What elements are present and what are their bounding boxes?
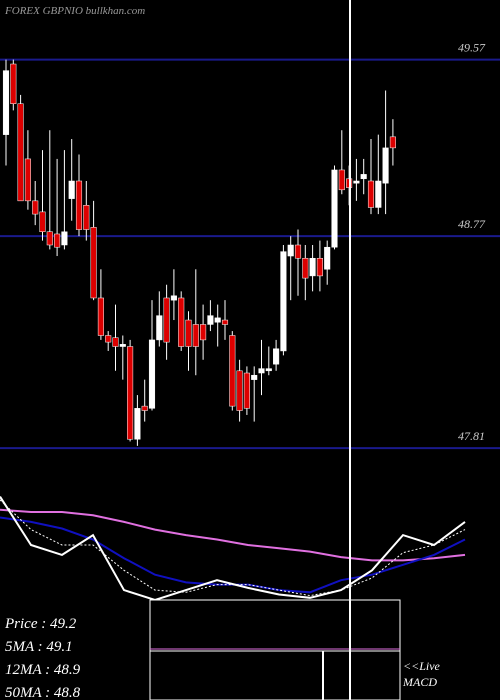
candle-body bbox=[17, 103, 24, 202]
candle-body bbox=[331, 169, 338, 248]
candle-body bbox=[214, 317, 221, 323]
candle-body bbox=[10, 63, 17, 104]
indicator-lines bbox=[0, 496, 466, 602]
candle-body bbox=[119, 344, 126, 347]
candle-body bbox=[243, 372, 250, 409]
y-tick-label: 49.57 bbox=[458, 41, 486, 55]
candle-body bbox=[338, 169, 345, 191]
candle-body bbox=[46, 231, 53, 246]
candle-body bbox=[360, 174, 367, 180]
candle-body bbox=[83, 205, 90, 230]
candle-body bbox=[39, 211, 46, 233]
candle-body bbox=[251, 374, 258, 380]
candles bbox=[2, 59, 396, 446]
candle-body bbox=[112, 337, 119, 347]
candle-body bbox=[178, 297, 185, 347]
macd-label: MACD bbox=[402, 675, 437, 689]
candle-body bbox=[389, 136, 396, 149]
candle-body bbox=[265, 368, 272, 372]
candle-body bbox=[24, 158, 31, 202]
candle-body bbox=[68, 180, 75, 199]
candle-body bbox=[141, 405, 148, 411]
candle-body bbox=[97, 297, 104, 336]
info-line: 12MA : 48.9 bbox=[5, 662, 81, 678]
candle-body bbox=[294, 244, 302, 259]
candle-body bbox=[192, 324, 199, 347]
candle-body bbox=[236, 370, 243, 411]
candle-body bbox=[273, 348, 280, 365]
indicator-line bbox=[0, 496, 466, 602]
candle-body bbox=[127, 346, 134, 440]
info-line: Price : 49.2 bbox=[4, 616, 77, 632]
candle-body bbox=[170, 295, 177, 301]
candle-body bbox=[302, 257, 309, 279]
candle-body bbox=[200, 324, 207, 341]
candle-body bbox=[134, 408, 141, 440]
candle-body bbox=[221, 319, 229, 325]
grid: 49.57 48.77 47.81 bbox=[0, 41, 500, 450]
candle-body bbox=[32, 200, 39, 215]
candle-body bbox=[367, 180, 375, 208]
candle-body bbox=[382, 147, 389, 184]
candle-body bbox=[90, 227, 97, 299]
indicator-line bbox=[0, 508, 466, 562]
chart-title: FOREX GBPNIO bullkhan.com bbox=[4, 5, 145, 17]
candle-body bbox=[185, 319, 192, 347]
candle-body bbox=[309, 257, 316, 277]
info-line: 5MA : 49.1 bbox=[5, 639, 73, 655]
candle-body bbox=[229, 335, 236, 407]
candle-body bbox=[2, 70, 10, 135]
candle-body bbox=[54, 233, 61, 248]
candle-body bbox=[156, 315, 163, 341]
candle-body bbox=[258, 368, 265, 374]
candle-body bbox=[75, 180, 83, 230]
candle-body bbox=[316, 257, 323, 277]
y-tick-label: 47.81 bbox=[458, 429, 485, 443]
candle-body bbox=[287, 244, 294, 257]
candle-body bbox=[280, 251, 287, 352]
candle-body bbox=[61, 231, 68, 246]
candle-body bbox=[207, 315, 214, 325]
candle-body bbox=[375, 180, 382, 208]
y-tick-label: 48.77 bbox=[458, 217, 486, 231]
candle-body bbox=[353, 180, 360, 184]
candle-body bbox=[324, 246, 331, 270]
candle-body bbox=[105, 335, 112, 343]
candle-body bbox=[148, 339, 156, 409]
live-label: <<Live bbox=[403, 659, 441, 673]
info-line: 50MA : 48.8 bbox=[5, 685, 81, 700]
macd-box bbox=[149, 599, 401, 700]
candle-body bbox=[163, 297, 170, 343]
